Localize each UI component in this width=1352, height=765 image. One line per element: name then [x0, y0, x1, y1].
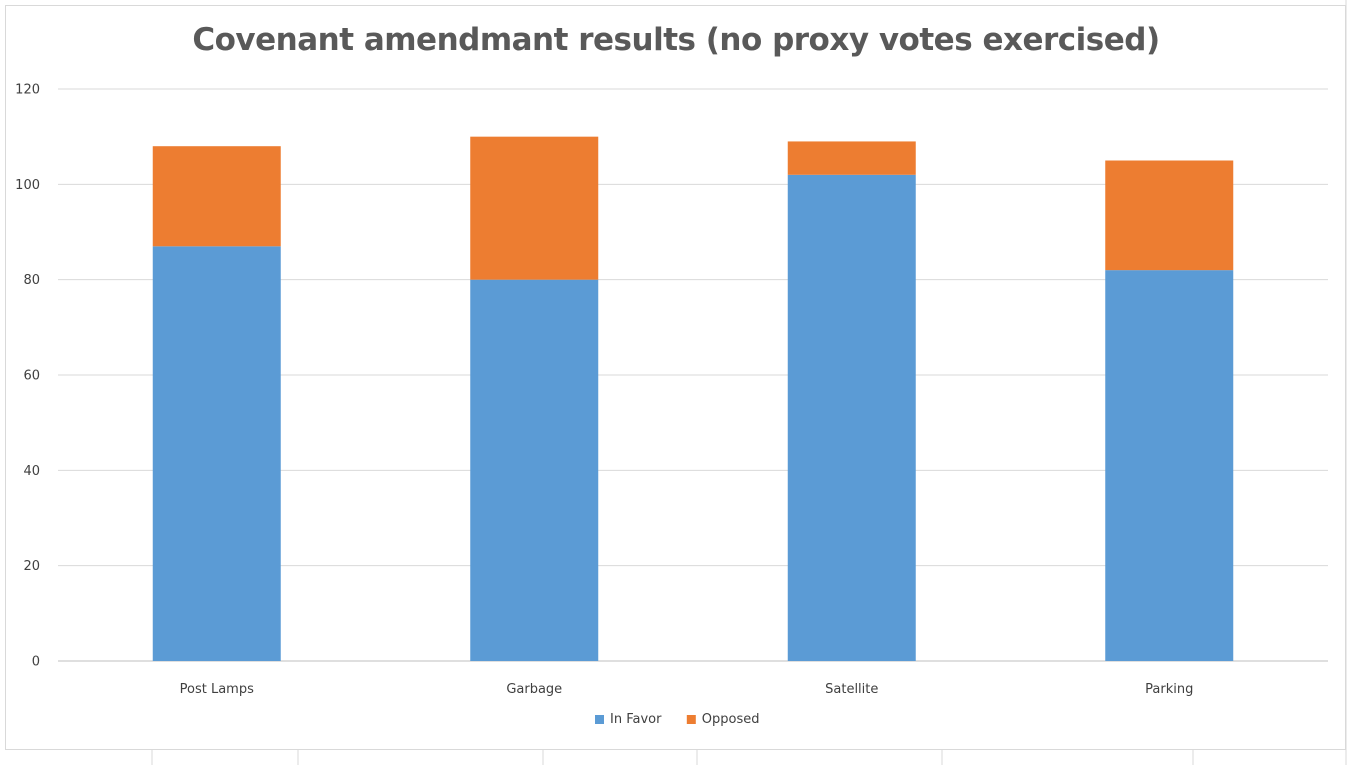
legend-swatch-opposed: [686, 715, 696, 724]
bar-opposed-post-lamps[interactable]: [152, 146, 281, 247]
x-category-label: Satellite: [825, 682, 878, 697]
bar-in-favor-post-lamps[interactable]: [152, 246, 281, 662]
bar-opposed-garbage[interactable]: [470, 136, 599, 280]
y-tick-label: 80: [23, 273, 40, 288]
legend-label: In Favor: [610, 712, 662, 727]
legend-swatch-in-favor: [595, 715, 604, 724]
x-category-label: Garbage: [506, 682, 562, 697]
y-tick-label: 0: [32, 655, 40, 670]
bar-in-favor-garbage[interactable]: [470, 279, 599, 661]
y-tick-label: 60: [23, 369, 40, 384]
y-tick-label: 40: [23, 464, 40, 479]
bar-in-favor-satellite[interactable]: [787, 174, 916, 662]
x-category-label: Parking: [1145, 682, 1193, 697]
y-tick-label: 100: [15, 178, 40, 193]
bar-in-favor-parking[interactable]: [1105, 270, 1234, 661]
x-category-label: Post Lamps: [180, 682, 254, 697]
chart-title: Covenant amendmant results (no proxy vot…: [192, 22, 1160, 58]
bar-opposed-satellite[interactable]: [787, 141, 916, 175]
legend: In Favor Opposed: [595, 712, 760, 727]
y-tick-label: 120: [15, 83, 40, 98]
y-tick-label: 20: [23, 559, 40, 574]
bar-opposed-parking[interactable]: [1105, 160, 1234, 271]
legend-label: Opposed: [702, 712, 760, 727]
